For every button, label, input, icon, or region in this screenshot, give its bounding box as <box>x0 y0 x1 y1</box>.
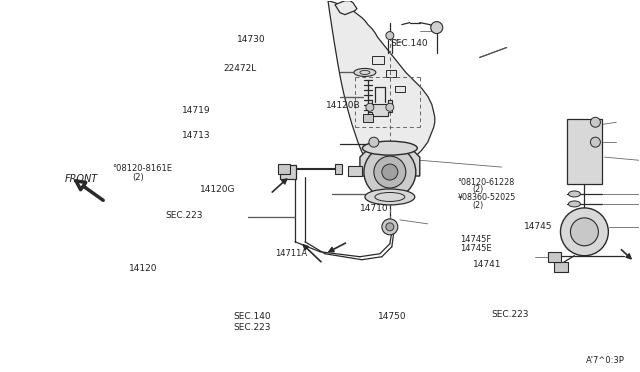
Ellipse shape <box>568 201 580 207</box>
FancyBboxPatch shape <box>395 86 405 92</box>
Circle shape <box>374 156 406 188</box>
FancyBboxPatch shape <box>348 166 362 176</box>
FancyBboxPatch shape <box>363 114 373 122</box>
Circle shape <box>591 117 600 127</box>
Text: 14711A: 14711A <box>275 249 307 258</box>
FancyBboxPatch shape <box>554 262 568 272</box>
FancyBboxPatch shape <box>386 70 396 77</box>
Text: 14713: 14713 <box>182 131 210 140</box>
Polygon shape <box>368 100 392 116</box>
Circle shape <box>431 22 443 33</box>
FancyBboxPatch shape <box>278 164 290 174</box>
Text: SEC.223: SEC.223 <box>234 323 271 332</box>
Text: FRONT: FRONT <box>65 174 98 184</box>
FancyBboxPatch shape <box>280 165 296 179</box>
Circle shape <box>369 137 379 147</box>
Circle shape <box>386 32 394 39</box>
Polygon shape <box>335 164 342 174</box>
Text: ¥08360-52025: ¥08360-52025 <box>458 193 516 202</box>
Text: (2): (2) <box>132 173 144 182</box>
Text: 14745F: 14745F <box>461 235 492 244</box>
Circle shape <box>382 219 398 235</box>
Circle shape <box>382 164 398 180</box>
Ellipse shape <box>365 189 415 205</box>
Ellipse shape <box>362 141 417 155</box>
Text: SEC.223: SEC.223 <box>491 311 529 320</box>
Text: 14745: 14745 <box>524 222 553 231</box>
FancyBboxPatch shape <box>547 252 561 262</box>
Text: 14120B: 14120B <box>326 101 361 110</box>
Text: (2): (2) <box>473 201 484 210</box>
Text: SEC.140: SEC.140 <box>390 39 428 48</box>
Circle shape <box>364 146 416 198</box>
Text: °08120-61228: °08120-61228 <box>458 178 515 187</box>
Text: 14710: 14710 <box>360 205 388 214</box>
Text: 14750: 14750 <box>378 312 406 321</box>
Text: SEC.140: SEC.140 <box>234 312 271 321</box>
FancyBboxPatch shape <box>568 119 602 184</box>
Text: 14741: 14741 <box>473 260 502 269</box>
Polygon shape <box>335 1 357 15</box>
Ellipse shape <box>354 68 376 76</box>
Text: SEC.223: SEC.223 <box>166 211 203 220</box>
Text: 14745E: 14745E <box>461 244 492 253</box>
Circle shape <box>386 223 394 231</box>
Circle shape <box>366 103 374 111</box>
Text: 22472L: 22472L <box>223 64 256 73</box>
Ellipse shape <box>568 191 580 197</box>
Text: 14730: 14730 <box>237 35 266 44</box>
FancyBboxPatch shape <box>372 57 384 64</box>
Circle shape <box>561 208 609 256</box>
Polygon shape <box>360 148 420 176</box>
Text: 14120G: 14120G <box>200 185 236 194</box>
Circle shape <box>386 103 394 111</box>
Text: 14719: 14719 <box>182 106 210 115</box>
Circle shape <box>570 218 598 246</box>
Text: A'7^0:3P: A'7^0:3P <box>586 356 625 365</box>
Text: (2): (2) <box>473 185 484 194</box>
Text: 14120: 14120 <box>129 264 157 273</box>
Text: °08120-8161E: °08120-8161E <box>113 164 172 173</box>
Circle shape <box>591 137 600 147</box>
Polygon shape <box>328 1 435 169</box>
